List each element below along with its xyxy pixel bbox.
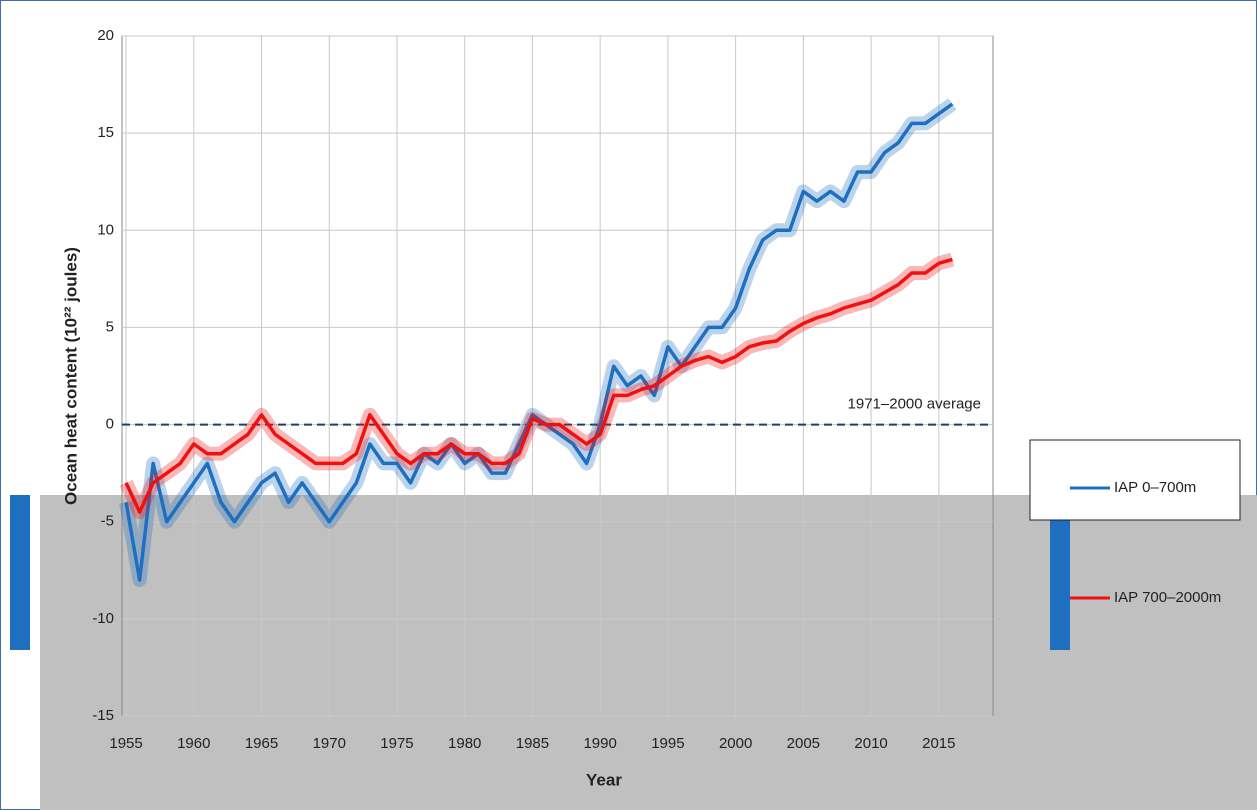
series-line — [124, 257, 953, 514]
y-tick-label: 15 — [97, 124, 114, 141]
legend-box — [1029, 439, 1241, 521]
x-tick-label: 1985 — [516, 735, 549, 752]
overlay-bar — [1050, 495, 1070, 650]
y-tick-label: -15 — [92, 707, 114, 724]
x-tick-label: 1955 — [109, 735, 142, 752]
x-tick-label: 1965 — [245, 735, 278, 752]
y-tick-label: -5 — [101, 513, 114, 530]
x-tick-label: 1995 — [651, 735, 684, 752]
series-line — [124, 102, 954, 582]
x-axis-title: Year — [586, 770, 622, 789]
x-tick-label: 1980 — [448, 735, 481, 752]
overlay-panel — [40, 495, 1257, 810]
y-tick-label: 0 — [106, 416, 114, 433]
y-tick-label: 10 — [97, 221, 114, 238]
y-tick-label: 5 — [106, 318, 114, 335]
x-tick-label: 1970 — [313, 735, 346, 752]
x-tick-label: 1975 — [380, 735, 413, 752]
y-tick-label: 20 — [97, 27, 114, 44]
legend-label: IAP 700–2000m — [1114, 589, 1221, 606]
x-tick-label: 1990 — [583, 735, 616, 752]
overlay-bar — [10, 495, 30, 650]
reference-label: 1971–2000 average — [848, 396, 981, 413]
x-tick-label: 2005 — [787, 735, 820, 752]
x-tick-label: 2015 — [922, 735, 955, 752]
x-tick-label: 1960 — [177, 735, 210, 752]
y-tick-label: -10 — [92, 610, 114, 627]
legend-label: IAP 0–700m — [1114, 479, 1196, 496]
y-axis-title: Ocean heat content (10²² joules) — [61, 247, 80, 505]
x-tick-label: 2000 — [719, 735, 752, 752]
x-tick-label: 2010 — [854, 735, 887, 752]
